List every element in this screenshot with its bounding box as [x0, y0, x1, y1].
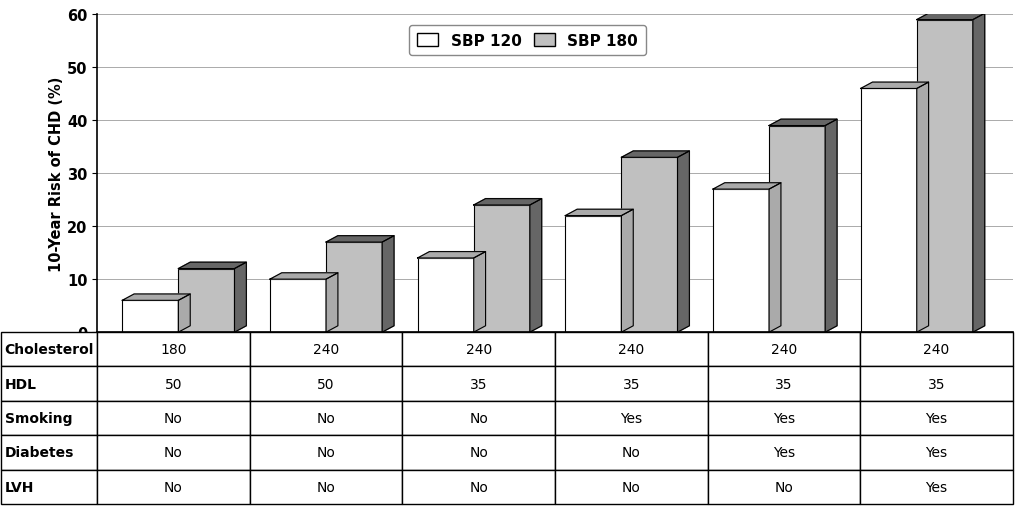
Bar: [123, 301, 178, 332]
Polygon shape: [826, 120, 837, 332]
Polygon shape: [417, 252, 486, 259]
Bar: [769, 126, 826, 332]
Bar: [178, 269, 234, 332]
Polygon shape: [566, 210, 633, 216]
Bar: [417, 259, 474, 332]
Bar: [566, 216, 621, 332]
Polygon shape: [123, 294, 190, 301]
Polygon shape: [474, 199, 542, 206]
Polygon shape: [917, 83, 929, 332]
Bar: [270, 279, 326, 332]
Polygon shape: [178, 294, 190, 332]
Polygon shape: [621, 152, 690, 158]
Polygon shape: [234, 263, 247, 332]
Bar: [326, 243, 383, 332]
Bar: [713, 190, 769, 332]
Legend: SBP 120, SBP 180: SBP 120, SBP 180: [409, 26, 646, 56]
Polygon shape: [860, 83, 929, 89]
Polygon shape: [769, 183, 781, 332]
Polygon shape: [326, 236, 394, 243]
Polygon shape: [178, 263, 247, 269]
Y-axis label: 10-Year Risk of CHD (%): 10-Year Risk of CHD (%): [49, 76, 64, 271]
Polygon shape: [973, 14, 985, 332]
Polygon shape: [530, 199, 542, 332]
Polygon shape: [917, 14, 985, 20]
Polygon shape: [383, 236, 394, 332]
Bar: [621, 158, 677, 332]
Polygon shape: [621, 210, 633, 332]
Bar: [474, 206, 530, 332]
Polygon shape: [474, 252, 486, 332]
Polygon shape: [270, 273, 338, 279]
Bar: [917, 20, 973, 332]
Polygon shape: [769, 120, 837, 126]
Bar: [860, 89, 917, 332]
Polygon shape: [677, 152, 690, 332]
Polygon shape: [326, 273, 338, 332]
Polygon shape: [713, 183, 781, 190]
